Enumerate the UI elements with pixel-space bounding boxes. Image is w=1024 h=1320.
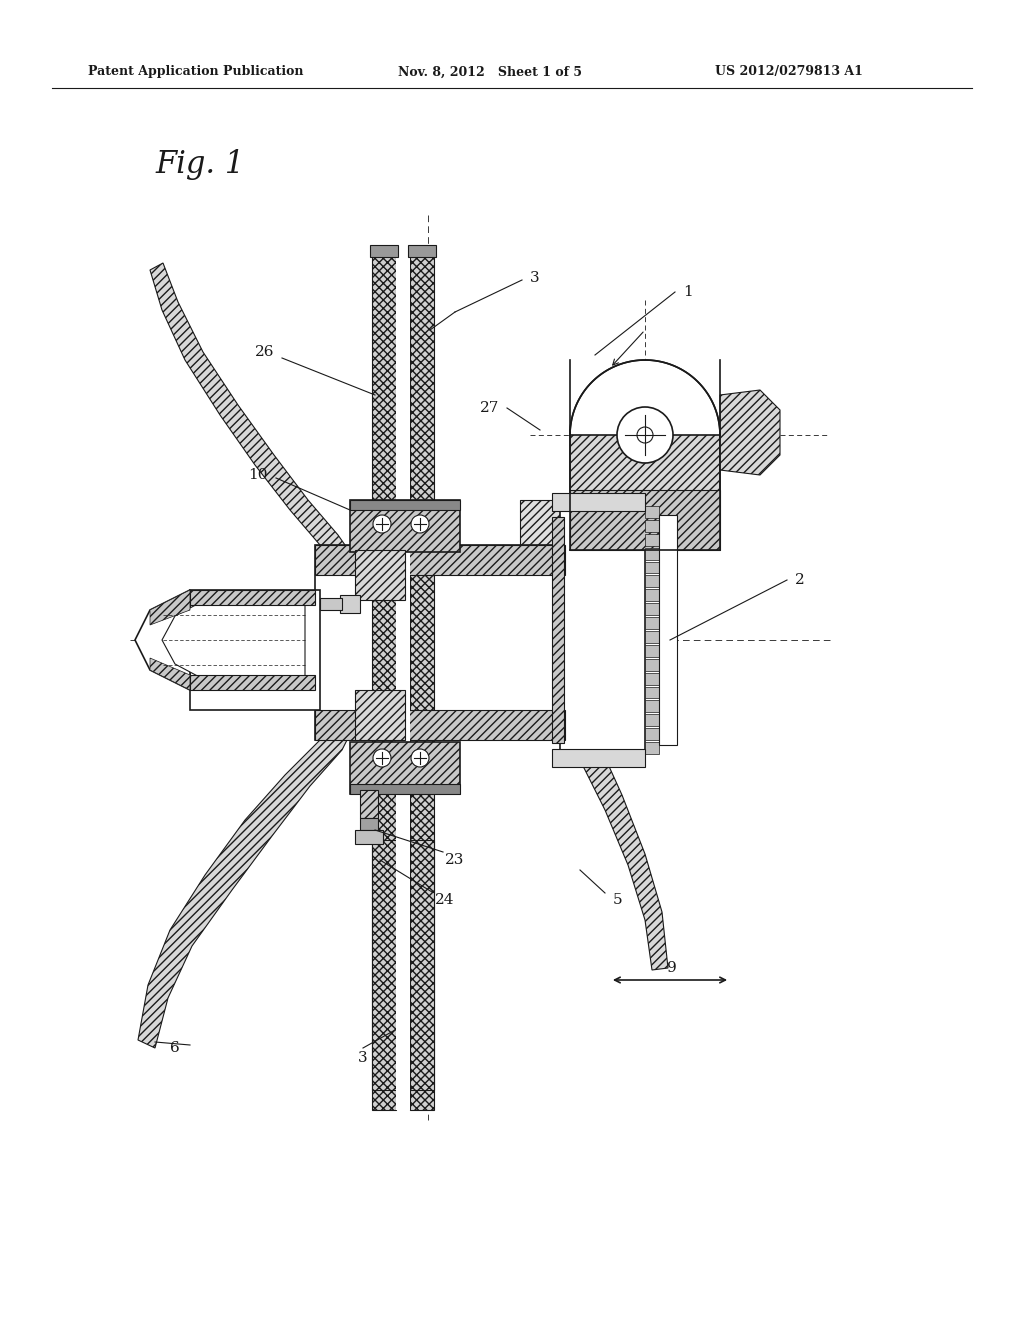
Polygon shape	[545, 678, 668, 970]
Bar	[190, 590, 315, 605]
Bar	[645, 742, 659, 754]
Bar	[360, 789, 378, 818]
Bar	[552, 517, 564, 743]
Polygon shape	[150, 263, 352, 565]
Bar	[355, 550, 406, 601]
Polygon shape	[570, 360, 720, 436]
Text: 1: 1	[683, 285, 693, 300]
Text: 27: 27	[480, 401, 500, 414]
Bar	[552, 492, 645, 511]
Text: 9: 9	[667, 961, 677, 975]
Polygon shape	[150, 657, 190, 690]
Polygon shape	[138, 719, 352, 1048]
Bar	[645, 618, 659, 630]
Bar	[355, 830, 383, 843]
Bar	[370, 246, 398, 257]
Bar	[190, 590, 319, 710]
Bar	[315, 710, 565, 741]
Bar	[350, 742, 460, 795]
Bar	[350, 500, 460, 510]
Bar	[396, 840, 410, 1090]
Circle shape	[373, 748, 391, 767]
Text: 3: 3	[358, 1051, 368, 1065]
Bar	[372, 249, 396, 1110]
Circle shape	[617, 407, 673, 463]
Bar	[645, 589, 659, 601]
Polygon shape	[162, 601, 305, 680]
Text: US 2012/0279813 A1: US 2012/0279813 A1	[715, 66, 863, 78]
Text: 10: 10	[248, 469, 267, 482]
Bar	[645, 506, 659, 517]
Text: 3: 3	[530, 271, 540, 285]
Bar	[350, 784, 460, 795]
Bar	[645, 548, 659, 560]
Bar	[340, 595, 360, 612]
Bar	[560, 506, 645, 755]
Circle shape	[637, 426, 653, 444]
Bar	[645, 561, 659, 573]
Text: 6: 6	[170, 1041, 180, 1055]
Bar	[645, 520, 659, 532]
Text: 26: 26	[255, 345, 274, 359]
Bar	[645, 603, 659, 615]
Bar	[372, 840, 396, 1090]
Bar	[645, 576, 659, 587]
Bar	[645, 631, 659, 643]
Polygon shape	[720, 389, 780, 475]
Bar	[190, 675, 315, 690]
Text: Patent Application Publication: Patent Application Publication	[88, 66, 303, 78]
Bar	[645, 714, 659, 726]
Circle shape	[411, 748, 429, 767]
Bar	[645, 645, 659, 657]
Text: 24: 24	[435, 894, 455, 907]
Bar	[350, 500, 460, 552]
Polygon shape	[150, 590, 190, 624]
Text: 23: 23	[445, 853, 465, 867]
Bar	[645, 701, 659, 713]
Bar	[396, 249, 410, 1110]
Bar	[410, 249, 434, 1110]
Bar	[355, 690, 406, 741]
Polygon shape	[135, 590, 190, 690]
Bar	[408, 246, 436, 257]
Bar	[360, 818, 378, 830]
Bar	[645, 659, 659, 671]
Bar	[315, 545, 565, 741]
Bar	[645, 729, 659, 741]
Text: Fig. 1: Fig. 1	[155, 149, 245, 181]
Circle shape	[373, 515, 391, 533]
Bar	[645, 533, 659, 545]
Text: 5: 5	[613, 894, 623, 907]
Bar	[570, 430, 720, 550]
Bar	[410, 840, 434, 1090]
Bar	[645, 686, 659, 698]
Bar	[570, 490, 720, 550]
Bar	[645, 673, 659, 685]
Text: Nov. 8, 2012   Sheet 1 of 5: Nov. 8, 2012 Sheet 1 of 5	[398, 66, 582, 78]
Circle shape	[411, 515, 429, 533]
Bar	[552, 748, 645, 767]
Bar	[315, 545, 565, 576]
Bar	[659, 515, 677, 744]
Text: 2: 2	[795, 573, 805, 587]
Bar	[319, 598, 342, 610]
Bar	[520, 500, 575, 550]
